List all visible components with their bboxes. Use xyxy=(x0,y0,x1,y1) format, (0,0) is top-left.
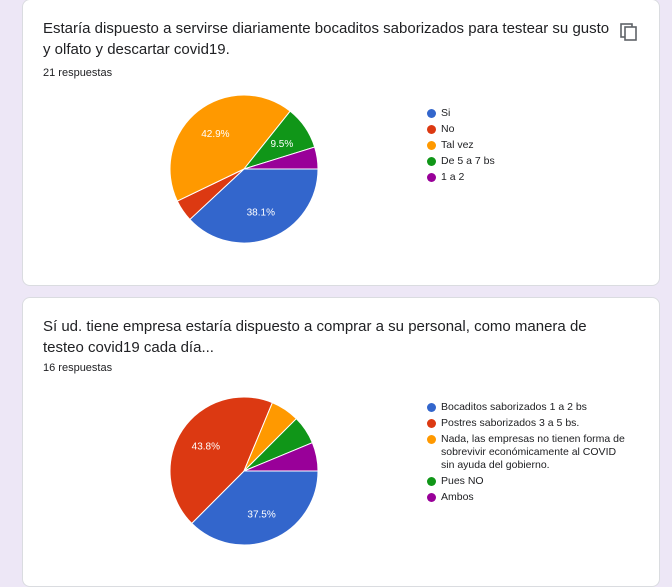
pie-slice xyxy=(243,146,319,170)
pie-slice xyxy=(169,94,291,202)
pie-slice xyxy=(191,470,319,546)
legend-swatch xyxy=(427,109,436,118)
legend-swatch xyxy=(427,419,436,428)
slice-label: 9.5% xyxy=(270,139,293,150)
legend-label: Tal vez xyxy=(441,139,474,151)
question-title: Estaría dispuesto a servirse diariamente… xyxy=(43,20,610,58)
legend-item: Tal vez xyxy=(427,139,495,152)
pie-slice xyxy=(189,168,319,244)
legend-label: 1 a 2 xyxy=(441,171,465,183)
chart-legend: Bocaditos saborizados 1 a 2 bs Postres sa… xyxy=(427,401,627,507)
legend-item: 1 a 2 xyxy=(427,171,495,184)
legend-swatch xyxy=(427,157,436,166)
legend-swatch xyxy=(427,493,436,502)
legend-swatch xyxy=(427,141,436,150)
legend-label: Pues NO xyxy=(441,475,484,487)
legend-label: De 5 a 7 bs xyxy=(441,155,495,167)
legend-label: Si xyxy=(441,107,451,119)
legend-swatch xyxy=(427,435,436,444)
question-card-2: Sí ud. tiene empresa estaría dispuesto a… xyxy=(22,297,660,587)
legend-swatch xyxy=(427,477,436,486)
slice-label: 37.5% xyxy=(247,509,275,520)
legend-item: No xyxy=(427,123,495,136)
question-card-1: Estaría dispuesto a servirse diariamente… xyxy=(22,0,660,286)
legend-swatch xyxy=(427,173,436,182)
slice-label: 43.8% xyxy=(192,442,220,453)
legend-item: Nada, las empresas no tienen forma de so… xyxy=(427,433,627,472)
legend-item: Pues NO xyxy=(427,475,627,488)
legend-swatch xyxy=(427,403,436,412)
legend-swatch xyxy=(427,125,436,134)
legend-label: Bocaditos saborizados 1 a 2 bs xyxy=(441,401,587,413)
copy-icon[interactable] xyxy=(619,22,639,42)
chart-legend: Si No Tal vez De 5 a 7 bs 1 a 2 xyxy=(427,107,495,187)
pie-chart: 38.1% 42.9% 9.5% xyxy=(169,94,319,244)
slice-label: 38.1% xyxy=(247,208,275,219)
response-count: 21 respuestas xyxy=(43,67,113,79)
legend-item: Ambos xyxy=(427,491,627,504)
legend-label: No xyxy=(441,123,455,135)
legend-item: Bocaditos saborizados 1 a 2 bs xyxy=(427,401,627,414)
legend-item: Si xyxy=(427,107,495,120)
slice-label: 42.9% xyxy=(201,129,229,140)
legend-label: Ambos xyxy=(441,491,474,503)
response-count: 16 respuestas xyxy=(43,362,113,374)
pie-chart: 37.5% 43.8% xyxy=(169,396,319,546)
pie-slice xyxy=(243,442,319,472)
pie-slice xyxy=(169,396,274,525)
question-title: Sí ud. tiene empresa estaría dispuesto a… xyxy=(43,318,587,356)
legend-label: Postres saborizados 3 a 5 bs. xyxy=(441,417,580,429)
legend-item: De 5 a 7 bs xyxy=(427,155,495,168)
legend-label: Nada, las empresas no tienen forma de so… xyxy=(441,433,625,471)
legend-item: Postres saborizados 3 a 5 bs. xyxy=(427,417,627,430)
